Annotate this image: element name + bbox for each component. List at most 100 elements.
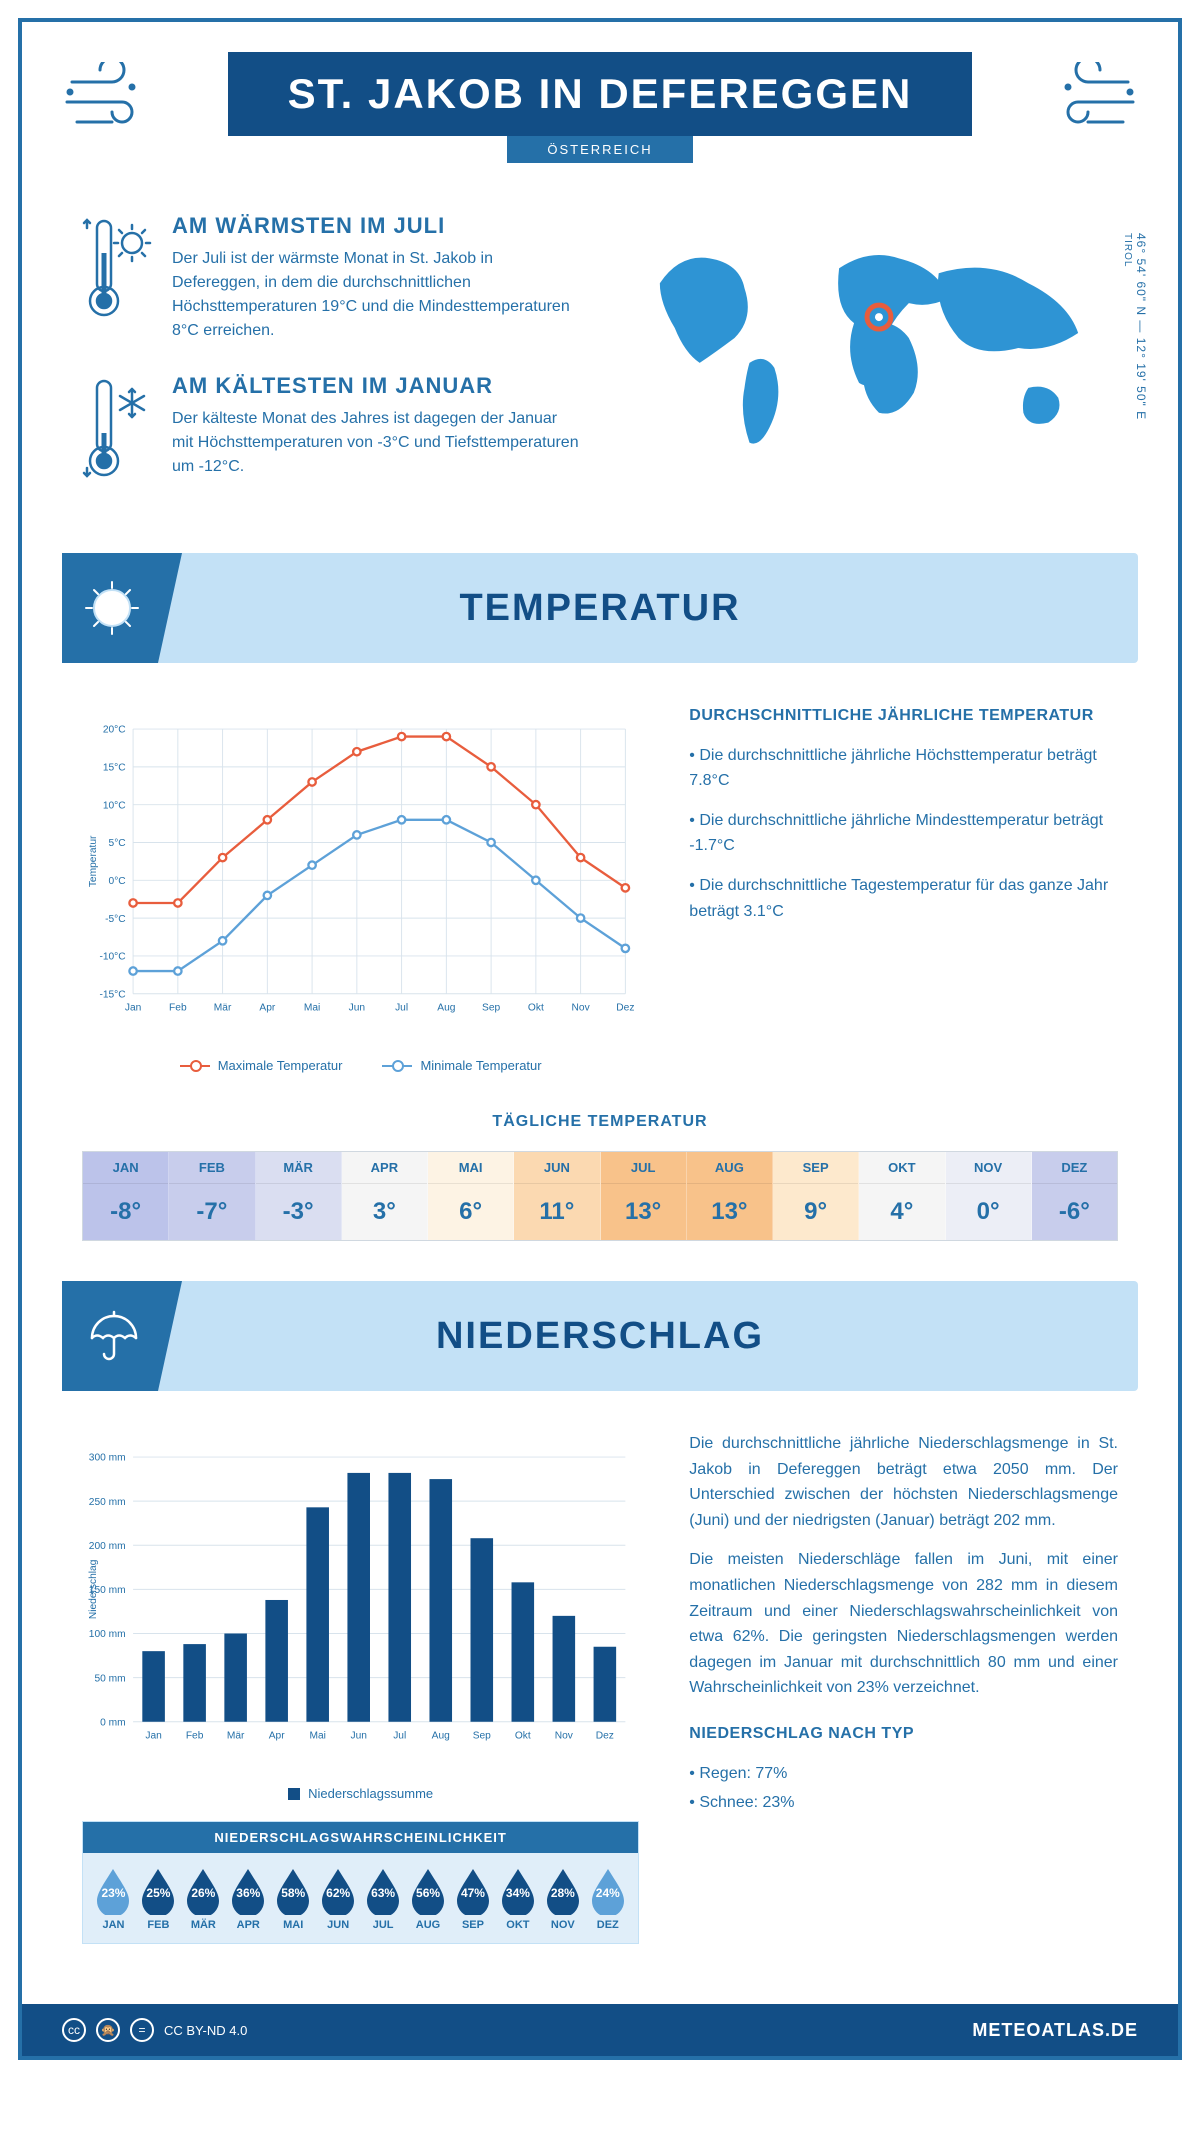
svg-text:Feb: Feb: [169, 1002, 187, 1013]
svg-text:Okt: Okt: [528, 1002, 544, 1013]
precip-prob-cell: 25%FEB: [136, 1865, 181, 1931]
legend-max: Maximale Temperatur: [180, 1058, 343, 1073]
svg-text:Okt: Okt: [515, 1730, 531, 1741]
precip-probability-table: NIEDERSCHLAGSWAHRSCHEINLICHKEIT 23%JAN25…: [82, 1821, 639, 1944]
temp-stat: • Die durchschnittliche Tagestemperatur …: [689, 873, 1118, 924]
svg-text:Jul: Jul: [395, 1002, 408, 1013]
temp-stat: • Die durchschnittliche jährliche Mindes…: [689, 808, 1118, 859]
svg-text:20°C: 20°C: [103, 725, 126, 736]
svg-text:0°C: 0°C: [109, 876, 126, 887]
thermometer-cold-icon: [82, 373, 152, 483]
legend-min: Minimale Temperatur: [382, 1058, 541, 1073]
precip-type: • Regen: 77%: [689, 1761, 1118, 1787]
fact-warm-title: AM WÄRMSTEN IM JULI: [172, 213, 580, 239]
svg-text:Jun: Jun: [349, 1002, 366, 1013]
svg-text:Aug: Aug: [437, 1002, 455, 1013]
world-map: 46° 54' 60" N — 12° 19' 50" E TIROL: [620, 213, 1118, 513]
precip-prob-cell: 47%SEP: [451, 1865, 496, 1931]
header: ST. JAKOB IN DEFEREGGEN ÖSTERREICH: [22, 22, 1178, 183]
subtitle: ÖSTERREICH: [507, 136, 692, 163]
page-title: ST. JAKOB IN DEFEREGGEN: [288, 70, 913, 118]
precip-bytype-title: NIEDERSCHLAG NACH TYP: [689, 1721, 1118, 1747]
precip-title: NIEDERSCHLAG: [436, 1315, 764, 1358]
svg-text:0 mm: 0 mm: [100, 1717, 126, 1728]
svg-text:Apr: Apr: [259, 1002, 275, 1013]
legend-precip: Niederschlagssumme: [288, 1786, 433, 1801]
svg-text:50 mm: 50 mm: [94, 1673, 125, 1684]
svg-text:200 mm: 200 mm: [89, 1541, 126, 1552]
wind-icon: [1038, 62, 1138, 142]
svg-text:-5°C: -5°C: [105, 914, 126, 925]
precip-prob-cell: 56%AUG: [406, 1865, 451, 1931]
nd-icon: =: [130, 2018, 154, 2042]
temperature-header: TEMPERATUR: [62, 553, 1138, 663]
daily-temp-cell: AUG13°: [687, 1152, 773, 1240]
svg-text:300 mm: 300 mm: [89, 1453, 126, 1464]
precip-prob-cell: 23%JAN: [91, 1865, 136, 1931]
svg-text:Dez: Dez: [596, 1730, 614, 1741]
temperature-title: TEMPERATUR: [459, 587, 740, 630]
region-text: TIROL: [1122, 233, 1133, 267]
precip-text1: Die durchschnittliche jährliche Niedersc…: [689, 1431, 1118, 1533]
svg-text:Dez: Dez: [616, 1002, 634, 1013]
precip-prob-cell: 28%NOV: [540, 1865, 585, 1931]
daily-temp-cell: SEP9°: [773, 1152, 859, 1240]
svg-text:Temperatur: Temperatur: [88, 835, 99, 887]
svg-text:250 mm: 250 mm: [89, 1497, 126, 1508]
site-name: METEOATLAS.DE: [972, 2020, 1138, 2041]
thermometer-hot-icon: [82, 213, 152, 323]
fact-cold-text: Der kälteste Monat des Jahres ist dagege…: [172, 407, 580, 479]
coords-text: 46° 54' 60" N — 12° 19' 50" E: [1134, 233, 1148, 420]
svg-text:Nov: Nov: [555, 1730, 574, 1741]
daily-temp-cell: FEB-7°: [169, 1152, 255, 1240]
title-banner: ST. JAKOB IN DEFEREGGEN: [228, 52, 973, 136]
svg-text:Sep: Sep: [473, 1730, 491, 1741]
svg-text:-15°C: -15°C: [99, 989, 125, 1000]
temp-stats-title: DURCHSCHNITTLICHE JÄHRLICHE TEMPERATUR: [689, 703, 1118, 729]
svg-text:15°C: 15°C: [103, 763, 126, 774]
fact-warm-text: Der Juli ist der wärmste Monat in St. Ja…: [172, 247, 580, 343]
precip-prob-cell: 63%JUL: [361, 1865, 406, 1931]
svg-text:Mai: Mai: [309, 1730, 325, 1741]
precip-prob-cell: 34%OKT: [495, 1865, 540, 1931]
precip-text2: Die meisten Niederschläge fallen im Juni…: [689, 1547, 1118, 1701]
svg-text:Feb: Feb: [186, 1730, 204, 1741]
precip-prob-cell: 62%JUN: [316, 1865, 361, 1931]
license-text: CC BY-ND 4.0: [164, 2023, 247, 2038]
svg-text:-10°C: -10°C: [99, 952, 125, 963]
precip-prob-cell: 26%MÄR: [181, 1865, 226, 1931]
precip-prob-cell: 36%APR: [226, 1865, 271, 1931]
fact-cold-title: AM KÄLTESTEN IM JANUAR: [172, 373, 580, 399]
svg-text:10°C: 10°C: [103, 800, 126, 811]
daily-temp-cell: NOV0°: [946, 1152, 1032, 1240]
svg-text:Aug: Aug: [432, 1730, 450, 1741]
svg-text:Sep: Sep: [482, 1002, 500, 1013]
svg-text:Jan: Jan: [125, 1002, 142, 1013]
daily-temp-cell: DEZ-6°: [1032, 1152, 1117, 1240]
wind-icon: [62, 62, 162, 142]
by-icon: 🙊: [96, 2018, 120, 2042]
daily-temp-cell: MÄR-3°: [256, 1152, 342, 1240]
daily-temp-cell: JUL13°: [601, 1152, 687, 1240]
svg-text:Apr: Apr: [269, 1730, 285, 1741]
precip-header: NIEDERSCHLAG: [62, 1281, 1138, 1391]
daily-temp-cell: JAN-8°: [83, 1152, 169, 1240]
svg-text:Jun: Jun: [350, 1730, 367, 1741]
fact-warmest: AM WÄRMSTEN IM JULI Der Juli ist der wär…: [82, 213, 580, 343]
temperature-chart: -15°C-10°C-5°C0°C5°C10°C15°C20°CJanFebMä…: [82, 703, 639, 1043]
svg-text:Niederschlag: Niederschlag: [88, 1559, 99, 1619]
daily-temp-title: TÄGLICHE TEMPERATUR: [82, 1113, 1118, 1131]
footer: cc 🙊 = CC BY-ND 4.0 METEOATLAS.DE: [22, 2004, 1178, 2056]
daily-temp-table: JAN-8°FEB-7°MÄR-3°APR3°MAI6°JUN11°JUL13°…: [82, 1151, 1118, 1241]
precip-type: • Schnee: 23%: [689, 1790, 1118, 1816]
daily-temp-cell: MAI6°: [428, 1152, 514, 1240]
svg-text:100 mm: 100 mm: [89, 1629, 126, 1640]
temp-stat: • Die durchschnittliche jährliche Höchst…: [689, 743, 1118, 794]
precipitation-chart: 0 mm50 mm100 mm150 mm200 mm250 mm300 mmJ…: [82, 1431, 639, 1771]
precip-prob-cell: 24%DEZ: [585, 1865, 630, 1931]
daily-temp-cell: JUN11°: [514, 1152, 600, 1240]
umbrella-icon: [82, 1306, 142, 1366]
svg-text:Nov: Nov: [572, 1002, 591, 1013]
intro-section: AM WÄRMSTEN IM JULI Der Juli ist der wär…: [22, 183, 1178, 553]
precip-prob-cell: 58%MAI: [271, 1865, 316, 1931]
